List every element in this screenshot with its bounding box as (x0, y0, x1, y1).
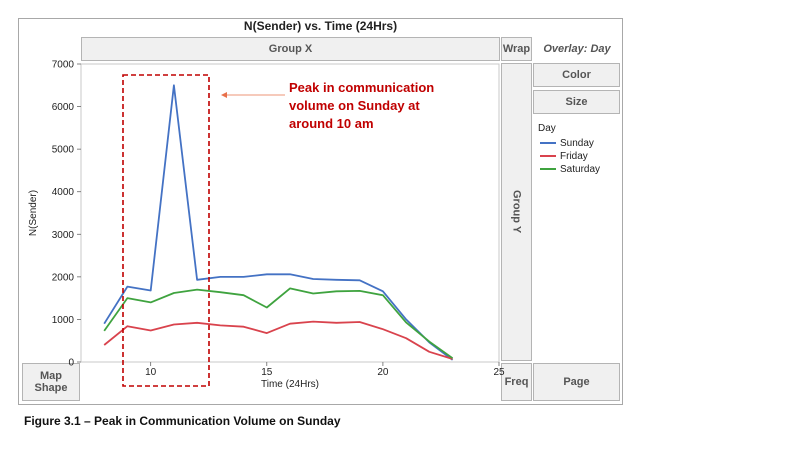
y-tick-label: 4000 (52, 187, 75, 198)
group-y-label: Group Y (510, 190, 523, 234)
legend-swatch-sunday (540, 142, 556, 144)
legend-label-sunday: Sunday (560, 137, 594, 149)
legend-label-friday: Friday (560, 150, 588, 162)
annotation-line-3: around 10 am (289, 116, 374, 131)
legend-item-saturday[interactable]: Saturday (540, 163, 600, 175)
size-dropzone[interactable]: Size (533, 90, 620, 114)
annotation-line-1: Peak in communication (289, 80, 434, 95)
y-tick-label: 2000 (52, 272, 75, 283)
highlight-box (122, 74, 210, 387)
freq-dropzone[interactable]: Freq (501, 363, 532, 401)
overlay-dropzone[interactable]: Overlay: Day (533, 37, 621, 60)
page-dropzone[interactable]: Page (533, 363, 620, 401)
wrap-dropzone[interactable]: Wrap (501, 37, 532, 61)
map-shape-label: Map Shape (34, 370, 68, 394)
group-x-label: Group X (268, 43, 313, 55)
legend-item-friday[interactable]: Friday (540, 150, 588, 162)
y-tick-label: 6000 (52, 102, 75, 113)
annotation-line-2: volume on Sunday at (289, 98, 420, 113)
group-y-dropzone[interactable]: Group Y (501, 63, 532, 361)
series-line-saturday (103, 287, 454, 359)
x-tick-label: 10 (145, 367, 157, 378)
y-tick-label: 7000 (52, 60, 75, 71)
y-tick-label: 1000 (52, 315, 75, 326)
series-line-sunday (103, 84, 454, 361)
color-dropzone[interactable]: Color (533, 63, 620, 87)
chart-title: N(Sender) vs. Time (24Hrs) (243, 19, 398, 33)
plot-background (80, 63, 500, 363)
figure-caption: Figure 3.1 – Peak in Communication Volum… (24, 414, 341, 428)
annotation-arrowhead (221, 92, 227, 98)
x-axis-label: Time (24Hrs) (261, 379, 319, 390)
legend-title: Day (538, 123, 556, 134)
x-tick-label: 15 (261, 367, 273, 378)
size-label: Size (565, 96, 588, 108)
y-axis-label: N(Sender) (28, 190, 39, 236)
axes: 0 1000 2000 3000 4000 5000 6000 7000 10 15 20 25 (52, 60, 505, 379)
wrap-label: Wrap (502, 43, 531, 55)
legend-swatch-friday (540, 155, 556, 157)
x-tick-label: 25 (493, 367, 505, 378)
legend-label-saturday: Saturday (560, 163, 601, 175)
legend-item-sunday[interactable]: Sunday (540, 137, 594, 149)
y-tick-label: 0 (68, 358, 74, 369)
legend-swatch-saturday (540, 168, 556, 170)
overlay-label-text: Overlay: Day (543, 42, 611, 55)
map-shape-dropzone[interactable]: Map Shape (22, 363, 80, 401)
y-tick-label: 3000 (52, 230, 75, 241)
x-tick-label: 20 (377, 367, 389, 378)
color-label: Color (562, 69, 591, 81)
freq-label: Freq (504, 376, 529, 388)
page-label: Page (563, 376, 590, 388)
group-x-dropzone[interactable]: Group X (81, 37, 500, 61)
series-lines (103, 84, 454, 361)
y-tick-label: 5000 (52, 145, 75, 156)
series-line-friday (103, 320, 453, 360)
